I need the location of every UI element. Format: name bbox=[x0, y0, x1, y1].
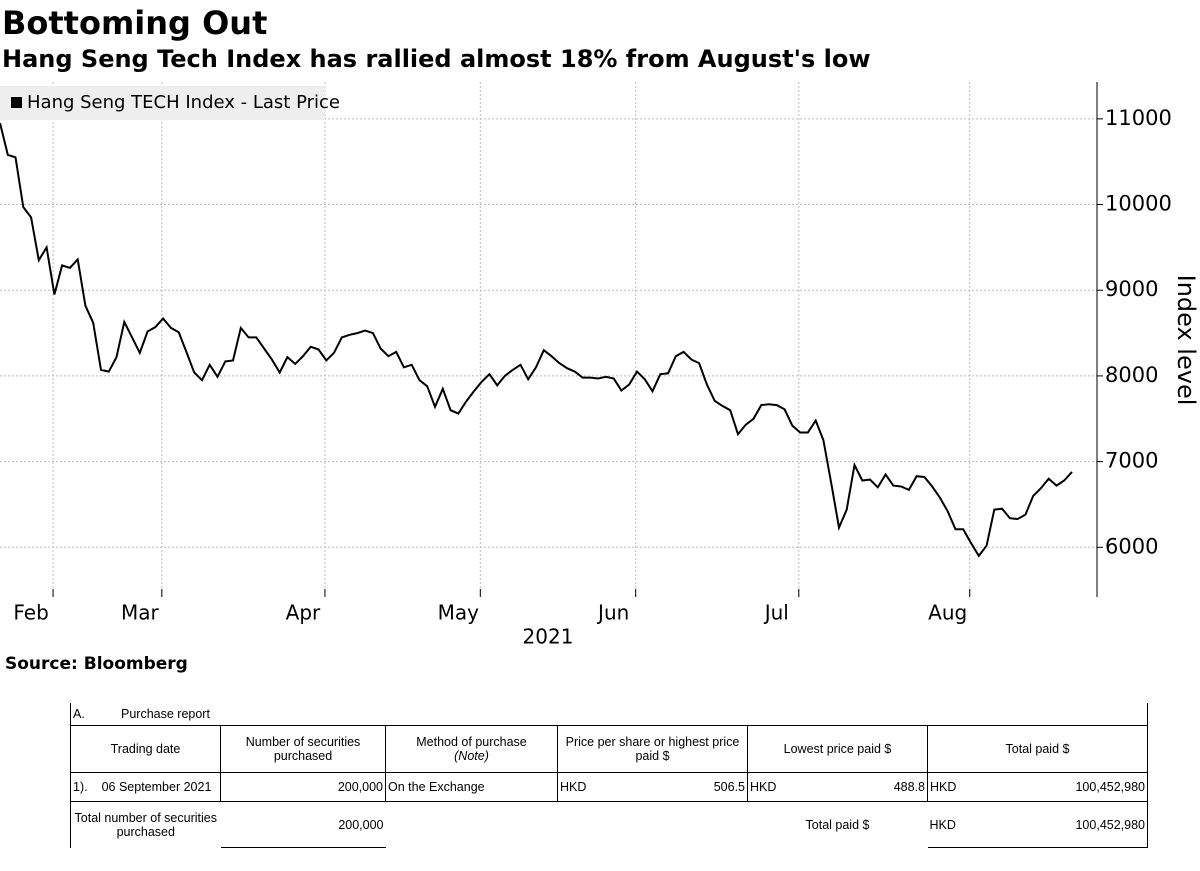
x-tick-label: May bbox=[438, 601, 480, 625]
method: On the Exchange bbox=[385, 772, 558, 802]
header-text: Method of purchase bbox=[416, 735, 527, 749]
header-cell: Number of securities purchased bbox=[220, 725, 386, 773]
total-paid-label: Total paid $ bbox=[805, 817, 870, 832]
x-tick-label: Feb bbox=[13, 601, 48, 625]
total-paid: 100,452,980 bbox=[1075, 817, 1145, 832]
section-title: Purchase report bbox=[121, 707, 210, 721]
y-tick-label: 11000 bbox=[1105, 106, 1172, 130]
header-note: (Note) bbox=[454, 749, 489, 763]
y-tick-label: 10000 bbox=[1105, 192, 1172, 216]
lowest-price: 488.8 bbox=[893, 780, 925, 794]
y-tick-label: 8000 bbox=[1105, 363, 1158, 387]
total-label: Total number of securities purchased bbox=[70, 801, 221, 848]
header-cell: Method of purchase (Note) bbox=[385, 725, 558, 773]
y-tick-label: 6000 bbox=[1105, 534, 1158, 558]
x-axis-label: 2021 bbox=[523, 625, 574, 649]
trading-date: 06 September 2021 bbox=[101, 780, 212, 794]
header-cell: Lowest price paid $ bbox=[747, 725, 928, 773]
currency: HKD bbox=[929, 817, 956, 832]
header-cell: Total paid $ bbox=[927, 725, 1148, 773]
header-cell: Price per share or highest price paid $ bbox=[557, 725, 748, 773]
chart: Bottoming Out Hang Seng Tech Index has r… bbox=[0, 4, 1200, 674]
legend-swatch bbox=[11, 97, 22, 108]
currency: HKD bbox=[930, 780, 957, 794]
chart-subtitle: Hang Seng Tech Index has rallied almost … bbox=[2, 45, 871, 73]
currency: HKD bbox=[750, 780, 777, 794]
section-label: A. bbox=[73, 707, 85, 721]
line bbox=[0, 122, 1073, 558]
total-quantity: 200,000 bbox=[220, 801, 386, 848]
legend-label: Hang Seng TECH Index - Last Price bbox=[27, 92, 340, 113]
quantity: 200,000 bbox=[220, 772, 386, 802]
purchase-table: A. Purchase report Trading date Number of… bbox=[70, 703, 1148, 848]
total: 100,452,980 bbox=[1075, 780, 1145, 794]
y-tick-label: 9000 bbox=[1105, 277, 1158, 301]
currency: HKD bbox=[560, 780, 587, 794]
row-number: 1). bbox=[73, 780, 88, 794]
legend-box bbox=[0, 86, 325, 120]
chart-title: Bottoming Out bbox=[2, 4, 267, 42]
y-axis-label: Index level bbox=[1172, 275, 1200, 406]
price: 506.5 bbox=[713, 780, 745, 794]
x-tick-label: Jun bbox=[596, 601, 629, 625]
x-tick-label: Aug bbox=[928, 601, 967, 625]
x-tick-label: Apr bbox=[286, 601, 321, 625]
header-cell: Trading date bbox=[70, 725, 221, 773]
y-tick-label: 7000 bbox=[1105, 449, 1158, 473]
source: Source: Bloomberg bbox=[5, 654, 188, 674]
x-tick-label: Mar bbox=[121, 601, 160, 625]
x-tick-label: Jul bbox=[763, 601, 789, 625]
